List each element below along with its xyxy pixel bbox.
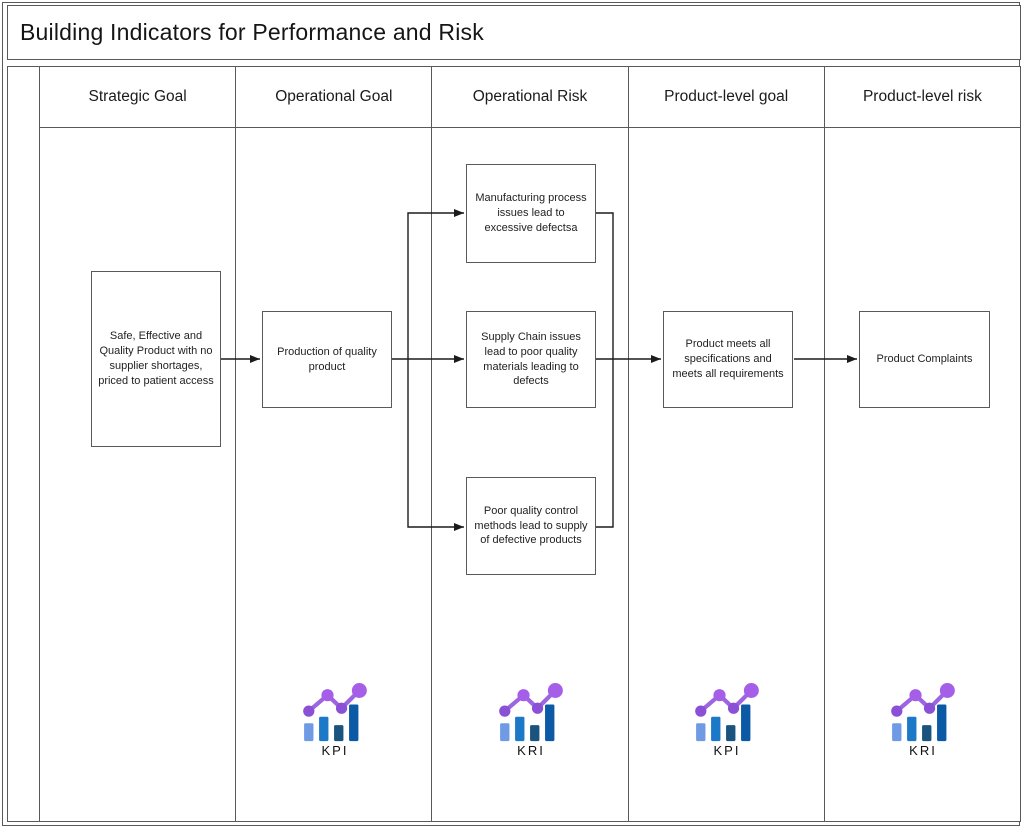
- product-level-risk-box: Product Complaints: [859, 311, 990, 408]
- indicator-operational-goal: KPI: [293, 683, 377, 758]
- operational-goal-box: Production of quality product: [262, 311, 392, 408]
- diagram-title: Building Indicators for Performance and …: [20, 19, 484, 45]
- bar-line-chart-icon: [498, 683, 564, 742]
- indicator-product-level-goal: KPI: [685, 683, 769, 758]
- indicator-label-kri: KRI: [517, 743, 545, 758]
- bar-line-chart-icon: [302, 683, 368, 742]
- side-strip: [8, 67, 40, 821]
- indicator-label-kri: KRI: [909, 743, 937, 758]
- lane-strategic-goal: Strategic Goal: [40, 67, 237, 821]
- strategic-goal-box: Safe, Effective and Quality Product with…: [91, 271, 221, 447]
- bar-line-chart-icon: [890, 683, 956, 742]
- indicator-label-kpi: KPI: [713, 743, 741, 758]
- operational-risk-supply-chain-box: Supply Chain issues lead to poor quality…: [466, 311, 596, 408]
- diagram-title-bar: Building Indicators for Performance and …: [7, 5, 1021, 60]
- lane-header-operational-risk: Operational Risk: [432, 67, 628, 128]
- lane-header-product-level-goal: Product-level goal: [628, 67, 824, 128]
- lane-product-level-risk: Product-level risk: [824, 67, 1021, 821]
- lane-header-product-level-risk: Product-level risk: [824, 67, 1021, 128]
- lane-operational-risk: Operational Risk: [432, 67, 629, 821]
- indicator-label-kpi: KPI: [321, 743, 349, 758]
- lane-product-level-goal: Product-level goal: [628, 67, 825, 821]
- bar-line-chart-icon: [694, 683, 760, 742]
- indicator-product-level-risk: KRI: [881, 683, 965, 758]
- product-level-goal-box: Product meets all specifications and mee…: [663, 311, 793, 408]
- operational-risk-quality-control-box: Poor quality control methods lead to sup…: [466, 477, 596, 575]
- lane-header-strategic-goal: Strategic Goal: [40, 67, 236, 128]
- indicator-operational-risk: KRI: [489, 683, 573, 758]
- operational-risk-manufacturing-box: Manufacturing process issues lead to exc…: [466, 164, 596, 263]
- lane-header-operational-goal: Operational Goal: [236, 67, 432, 128]
